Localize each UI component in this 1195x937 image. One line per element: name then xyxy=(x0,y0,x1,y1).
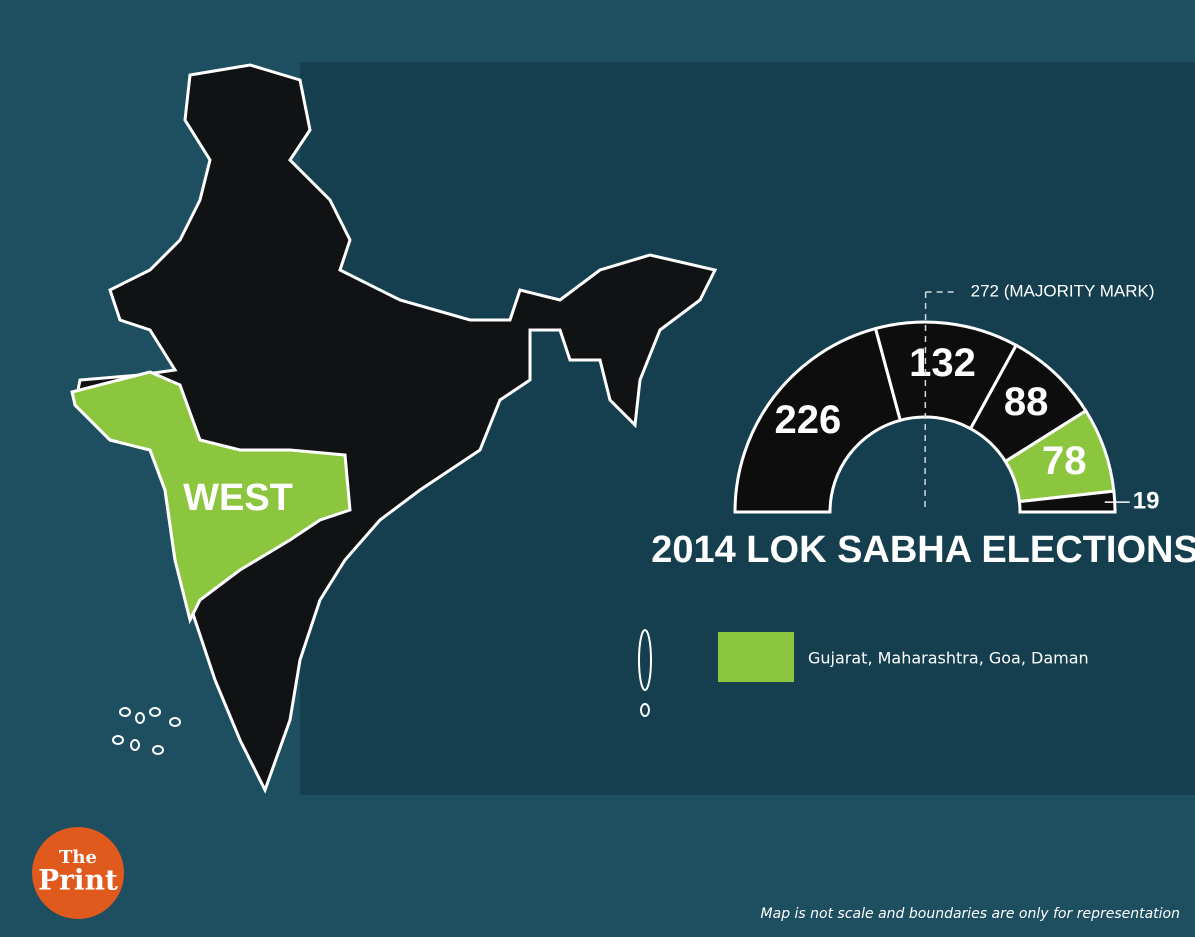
chart-title: 2014 LOK SABHA ELECTIONS xyxy=(651,529,1195,571)
value-label: 88 xyxy=(1004,380,1049,424)
reference-line xyxy=(924,291,927,513)
value-label: 132 xyxy=(909,341,976,385)
west-region xyxy=(70,370,352,625)
chart: 226 132 88 78 19 272 (MAJORITY MARK) xyxy=(733,281,1160,514)
footnote: Map is not scale and boundaries are only… xyxy=(761,906,1180,922)
logo-text: Print xyxy=(38,864,118,897)
value-label: 19 xyxy=(1133,487,1160,514)
segment xyxy=(733,326,903,514)
segment xyxy=(1017,489,1117,514)
legend-swatch xyxy=(718,632,794,682)
logo-badge xyxy=(32,827,124,919)
country xyxy=(73,63,718,794)
logo-text: The xyxy=(59,847,97,868)
value-label: 78 xyxy=(1042,439,1087,483)
india-map: WEST xyxy=(70,63,718,794)
islands xyxy=(112,629,652,755)
reference-label: 272 (MAJORITY MARK) xyxy=(971,281,1155,300)
region-label: WEST xyxy=(183,477,293,519)
legend-label: Gujarat, Maharashtra, Goa, Daman xyxy=(808,649,1089,668)
value-label: 226 xyxy=(775,398,842,442)
